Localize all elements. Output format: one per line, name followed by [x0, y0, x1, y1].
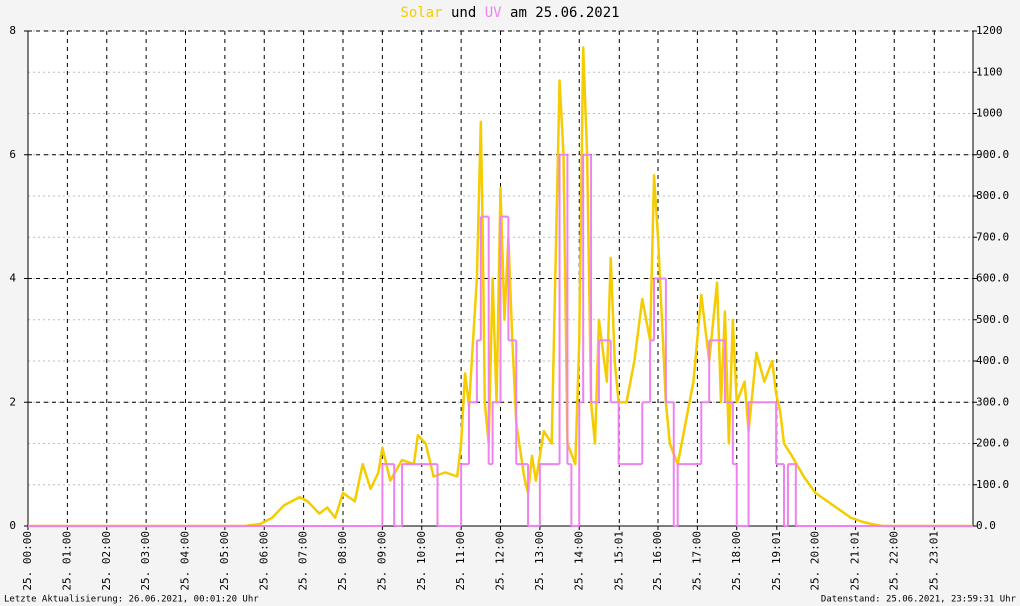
x-tick-label: 25. 05:00: [218, 531, 231, 591]
x-tick-label: 25. 13:00: [533, 531, 546, 591]
y-tick-label: 0: [9, 519, 16, 532]
y2-tick-label: 100.0: [976, 478, 1009, 491]
y-tick-label: 6: [9, 148, 16, 161]
x-tick-label: 25. 03:00: [139, 531, 152, 591]
y2-tick-label: 1200: [976, 24, 1003, 37]
x-tick-label: 25. 22:00: [887, 531, 900, 591]
x-tick-label: 25. 20:00: [809, 531, 822, 591]
y2-tick-label: 1100: [976, 65, 1003, 78]
x-tick-label: 25. 18:00: [730, 531, 743, 591]
x-tick-label: 25. 14:00: [572, 531, 585, 591]
footer-left: Letzte Aktualisierung: 26.06.2021, 00:01…: [4, 595, 259, 605]
y2-tick-label: 300.0: [976, 395, 1009, 408]
y2-tick-label: 600.0: [976, 272, 1009, 285]
x-tick-label: 25. 04:00: [179, 531, 192, 591]
y-tick-label: 8: [9, 24, 16, 37]
title-suffix: am 25.06.2021: [510, 5, 620, 21]
y2-tick-label: 0.0: [976, 519, 996, 532]
x-tick-label: 25. 01:00: [60, 531, 73, 591]
x-tick-label: 25. 16:00: [651, 531, 664, 591]
x-tick-label: 25. 07:00: [297, 531, 310, 591]
y2-tick-label: 500.0: [976, 313, 1009, 326]
x-tick-label: 25. 21:01: [849, 531, 862, 591]
y2-tick-label: 700.0: [976, 230, 1009, 243]
chart-title: Solar und UV am 25.06.2021: [400, 5, 619, 21]
y2-tick-label: 900.0: [976, 148, 1009, 161]
title-uv: UV: [485, 5, 502, 21]
y2-tick-label: 400.0: [976, 354, 1009, 367]
y2-tick-label: 200.0: [976, 437, 1009, 450]
x-tick-label: 25. 08:00: [336, 531, 349, 591]
x-tick-label: 25. 19:01: [770, 531, 783, 591]
x-tick-label: 25. 23:01: [927, 531, 940, 591]
title-solar: Solar: [400, 5, 442, 21]
x-tick-label: 25. 00:00: [21, 531, 34, 591]
x-tick-label: 25. 02:00: [100, 531, 113, 591]
y-tick-label: 2: [9, 395, 16, 408]
x-tick-label: 25. 09:00: [375, 531, 388, 591]
x-tick-label: 25. 06:00: [257, 531, 270, 591]
y-tick-label: 4: [9, 272, 16, 285]
x-tick-label: 25. 15:01: [612, 531, 625, 591]
x-tick-label: 25. 17:00: [690, 531, 703, 591]
y2-tick-label: 800.0: [976, 189, 1009, 202]
footer-right: Datenstand: 25.06.2021, 23:59:31 Uhr: [821, 595, 1017, 605]
x-tick-label: 25. 11:00: [454, 531, 467, 591]
x-tick-label: 25. 12:00: [494, 531, 507, 591]
title-connector: und: [451, 5, 476, 21]
y2-tick-label: 1000: [976, 107, 1003, 120]
x-tick-label: 25. 10:00: [415, 531, 428, 591]
